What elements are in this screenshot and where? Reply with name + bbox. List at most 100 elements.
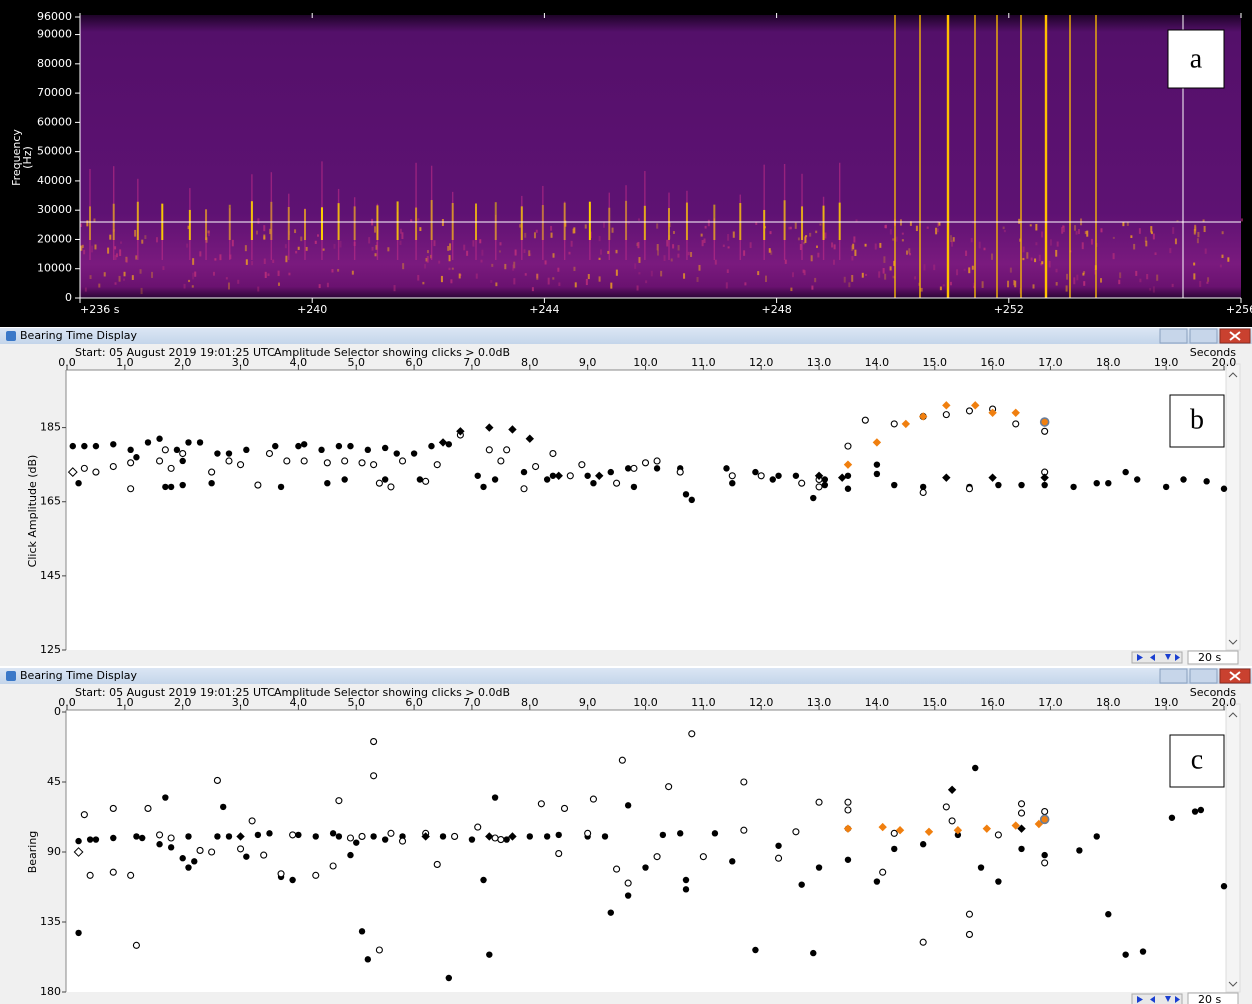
maximize-button[interactable]: [1190, 669, 1217, 683]
spectrogram-pixel: [1031, 258, 1033, 261]
spectrogram-pixel: [422, 282, 424, 284]
click-point: [845, 807, 851, 813]
click-point: [550, 451, 556, 457]
click-point: [382, 445, 388, 451]
spectrogram-pixel: [585, 224, 587, 228]
click-point: [642, 864, 648, 870]
click-point: [347, 852, 353, 858]
spectrogram-pixel: [908, 248, 910, 253]
spectrogram-pixel: [971, 238, 973, 242]
click-point: [376, 480, 382, 486]
click-point: [486, 951, 492, 957]
click-point: [162, 447, 168, 453]
spectrogram-pixel: [553, 253, 555, 257]
spectrogram-pixel: [219, 254, 221, 260]
x-tick-label: 18.0: [1096, 356, 1121, 369]
minimize-button[interactable]: [1160, 669, 1187, 683]
span-value[interactable]: 20 s: [1198, 993, 1221, 1004]
click-point: [278, 871, 284, 877]
click-point: [1042, 428, 1048, 434]
spectrogram-pixel: [1207, 277, 1209, 282]
click-point: [1105, 480, 1111, 486]
spectrogram-pixel: [916, 226, 918, 231]
click-point: [330, 863, 336, 869]
spectrogram-pixel: [300, 237, 302, 242]
spectrogram-pixel: [892, 238, 894, 240]
click-point: [810, 950, 816, 956]
spectrogram-pixel: [790, 227, 792, 230]
panel-label: a: [1190, 43, 1203, 74]
spectrogram-pixel: [726, 282, 728, 288]
spectrogram-pixel: [1100, 228, 1102, 232]
click-point: [168, 844, 174, 850]
spectrogram-pixel: [226, 277, 228, 279]
spectrogram-pixel: [1082, 242, 1084, 249]
span-value[interactable]: 20 s: [1198, 651, 1221, 664]
click-point: [255, 482, 261, 488]
spectrogram-pixel: [463, 245, 465, 251]
click-point: [608, 909, 614, 915]
click-point: [400, 838, 406, 844]
spectrogram-pixel: [817, 253, 819, 258]
spectrogram-pixel: [792, 272, 794, 277]
spectrogram-pixel: [1013, 280, 1015, 285]
spectrogram-pixel: [278, 283, 280, 286]
click-point: [1134, 476, 1140, 482]
spectrogram-pixel: [184, 284, 186, 289]
spectrogram-pixel: [532, 287, 534, 291]
x-tick-label: +244: [529, 303, 559, 316]
click-point: [752, 469, 758, 475]
minimize-button[interactable]: [1160, 329, 1187, 343]
click-point: [891, 846, 897, 852]
click-point: [729, 473, 735, 479]
figure: 0100002000030000400005000060000700008000…: [0, 0, 1252, 1004]
click-point: [359, 460, 365, 466]
click-point: [400, 458, 406, 464]
spectrogram-pixel: [459, 273, 461, 278]
x-tick-label: 10.0: [633, 696, 658, 709]
spectrogram-pixel: [387, 247, 389, 251]
click-point: [156, 436, 162, 442]
spectrogram-pixel: [906, 250, 908, 254]
click-point: [371, 462, 377, 468]
spectrogram-pixel: [727, 269, 729, 273]
click-point: [874, 461, 880, 467]
spectrogram-pixel: [834, 244, 836, 249]
spectrogram-pixel: [672, 244, 674, 248]
click-point: [567, 473, 573, 479]
spectrogram-pixel: [1194, 226, 1196, 232]
spectrogram-pixel: [610, 283, 612, 289]
click-point: [324, 460, 330, 466]
x-tick-label: 5.0: [348, 696, 366, 709]
click-point: [87, 836, 93, 842]
spectrogram-pixel: [702, 240, 704, 246]
x-tick-label: 14.0: [865, 356, 890, 369]
spectrogram-pixel: [245, 245, 247, 251]
click-point: [700, 854, 706, 860]
spectrogram-pixel: [765, 276, 767, 282]
spectrogram-pixel: [657, 244, 659, 250]
spectrogram-pixel: [1066, 274, 1068, 280]
click-point: [191, 858, 197, 864]
spectrogram-pixel: [1199, 281, 1201, 287]
spectrogram-pixel: [701, 234, 703, 237]
click-point: [660, 832, 666, 838]
x-tick-label: 7.0: [463, 356, 481, 369]
click-point: [110, 441, 116, 447]
spectrogram-pixel: [1113, 237, 1115, 239]
spectrogram-pixel: [893, 276, 895, 279]
spectrogram-pixel: [1133, 244, 1135, 250]
click-point: [880, 869, 886, 875]
spectrogram-pixel: [865, 244, 867, 247]
spectrogram-pixel: [1085, 231, 1087, 234]
click-point: [498, 458, 504, 464]
y-tick-label: 165: [40, 495, 61, 508]
click-point: [295, 443, 301, 449]
spectrogram-pixel: [1073, 277, 1075, 284]
click-point: [93, 836, 99, 842]
click-point: [1041, 852, 1047, 858]
spectrogram-pixel: [1241, 218, 1243, 221]
click-point: [480, 877, 486, 883]
click-point: [689, 731, 695, 737]
maximize-button[interactable]: [1190, 329, 1217, 343]
